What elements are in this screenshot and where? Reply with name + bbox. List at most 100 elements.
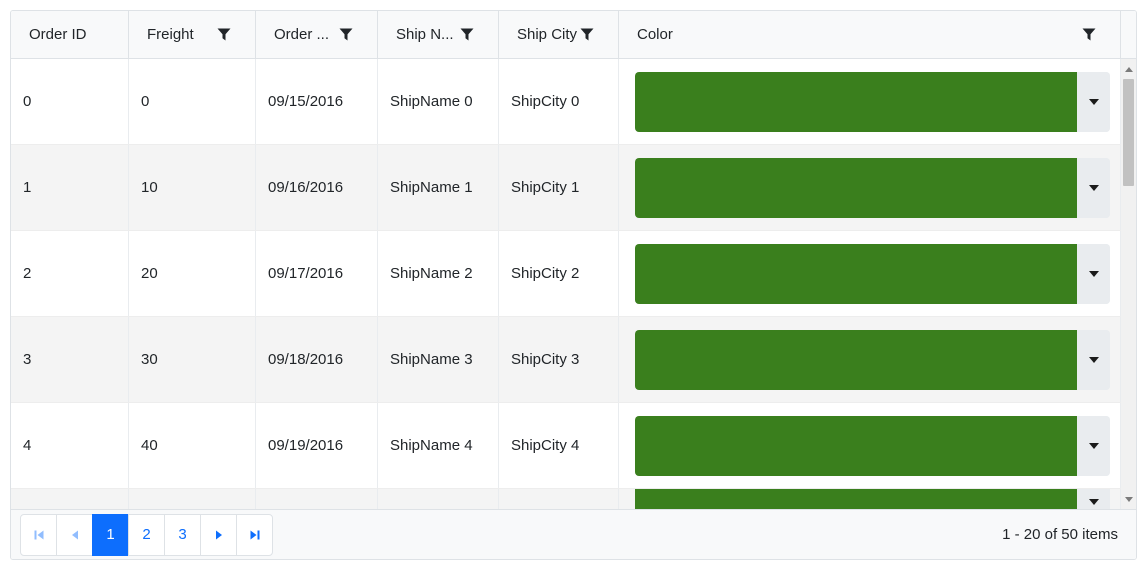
chevron-down-icon (1088, 98, 1099, 105)
table-row-partial (11, 489, 1121, 509)
column-header-ship-name[interactable]: Ship N... (378, 11, 499, 58)
pager: 1 2 3 1 - 20 of 50 items (11, 509, 1136, 559)
color-dropdown[interactable] (635, 243, 1110, 304)
cell-order-date: 09/15/2016 (256, 59, 378, 144)
triangle-up-icon (1124, 66, 1133, 72)
color-swatch (635, 71, 1077, 132)
cell-ship-city: ShipCity 4 (499, 403, 619, 488)
page-button-1[interactable]: 1 (92, 513, 129, 556)
cell-freight: 0 (129, 59, 256, 144)
color-swatch (635, 243, 1077, 304)
cell-color (619, 59, 1121, 144)
chevron-down-icon (1088, 184, 1099, 191)
cell-color (619, 403, 1121, 488)
column-title: Ship City (517, 26, 578, 43)
table-row: 0 0 09/15/2016 ShipName 0 ShipCity 0 (11, 59, 1121, 145)
cell-freight: 40 (129, 403, 256, 488)
column-title: Ship N... (396, 26, 454, 43)
dropdown-button[interactable] (1077, 415, 1110, 476)
last-page-button[interactable] (236, 513, 273, 556)
cell-ship-city: ShipCity 0 (499, 59, 619, 144)
cell-freight: 20 (129, 231, 256, 316)
dropdown-button[interactable] (1077, 329, 1110, 390)
table-row: 4 40 09/19/2016 ShipName 4 ShipCity 4 (11, 403, 1121, 489)
table-row: 1 10 09/16/2016 ShipName 1 ShipCity 1 (11, 145, 1121, 231)
cell-order-id: 3 (11, 317, 129, 402)
cell-color (619, 231, 1121, 316)
filter-icon[interactable] (580, 28, 594, 41)
next-page-button[interactable] (200, 513, 237, 556)
pager-buttons: 1 2 3 (20, 513, 273, 556)
column-title: Order ID (29, 26, 87, 43)
next-icon (215, 530, 222, 539)
header-scrollbar-filler (1121, 11, 1136, 58)
column-header-color[interactable]: Color (619, 11, 1121, 58)
column-header-ship-city[interactable]: Ship City (499, 11, 619, 58)
cell-freight (129, 489, 256, 509)
cell-order-date: 09/16/2016 (256, 145, 378, 230)
cell-freight: 10 (129, 145, 256, 230)
column-title: Order ... (274, 26, 330, 43)
color-swatch (635, 489, 1077, 509)
filter-icon[interactable] (217, 28, 231, 41)
column-header-order-id[interactable]: Order ID (11, 11, 129, 58)
cell-ship-city (499, 489, 619, 509)
column-header-freight[interactable]: Freight (129, 11, 256, 58)
page-button-2[interactable]: 2 (128, 513, 165, 556)
grid-header: Order ID Freight Order ... Ship N... (11, 11, 1136, 59)
color-dropdown[interactable] (635, 489, 1110, 509)
dropdown-button[interactable] (1077, 489, 1110, 509)
vertical-scrollbar[interactable] (1121, 59, 1136, 509)
color-swatch (635, 157, 1077, 218)
table-row: 3 30 09/18/2016 ShipName 3 ShipCity 3 (11, 317, 1121, 403)
color-swatch (635, 415, 1077, 476)
color-dropdown[interactable] (635, 329, 1110, 390)
filter-icon[interactable] (339, 28, 353, 41)
cell-freight: 30 (129, 317, 256, 402)
color-dropdown[interactable] (635, 157, 1110, 218)
cell-order-date: 09/18/2016 (256, 317, 378, 402)
dropdown-button[interactable] (1077, 71, 1110, 132)
cell-ship-name: ShipName 0 (378, 59, 499, 144)
filter-icon[interactable] (460, 28, 474, 41)
chevron-down-icon (1088, 442, 1099, 449)
cell-color (619, 317, 1121, 402)
cell-ship-name (378, 489, 499, 509)
cell-order-date: 09/19/2016 (256, 403, 378, 488)
triangle-down-icon (1124, 496, 1133, 502)
chevron-down-icon (1088, 270, 1099, 277)
column-title: Freight (147, 26, 194, 43)
color-dropdown[interactable] (635, 415, 1110, 476)
table-row: 2 20 09/17/2016 ShipName 2 ShipCity 2 (11, 231, 1121, 317)
color-swatch (635, 329, 1077, 390)
filter-icon[interactable] (1082, 28, 1096, 41)
dropdown-button[interactable] (1077, 157, 1110, 218)
cell-ship-city: ShipCity 1 (499, 145, 619, 230)
go-to-first-icon (34, 530, 43, 539)
cell-order-date (256, 489, 378, 509)
cell-ship-name: ShipName 1 (378, 145, 499, 230)
cell-color (619, 145, 1121, 230)
cell-ship-name: ShipName 3 (378, 317, 499, 402)
chevron-down-icon (1088, 356, 1099, 363)
data-grid: Order ID Freight Order ... Ship N... (10, 10, 1137, 560)
cell-ship-city: ShipCity 2 (499, 231, 619, 316)
cell-color (619, 489, 1121, 509)
cell-ship-city: ShipCity 3 (499, 317, 619, 402)
cell-order-id: 1 (11, 145, 129, 230)
cell-order-date: 09/17/2016 (256, 231, 378, 316)
pager-info: 1 - 20 of 50 items (1002, 526, 1118, 543)
scroll-up-arrow[interactable] (1121, 61, 1136, 77)
scroll-down-arrow[interactable] (1121, 491, 1136, 507)
dropdown-button[interactable] (1077, 243, 1110, 304)
scrollbar-thumb[interactable] (1123, 79, 1134, 186)
first-page-button[interactable] (20, 513, 57, 556)
grid-body: 0 0 09/15/2016 ShipName 0 ShipCity 0 1 1… (11, 59, 1136, 509)
cell-order-id (11, 489, 129, 509)
column-header-order-date[interactable]: Order ... (256, 11, 378, 58)
color-dropdown[interactable] (635, 71, 1110, 132)
page-button-3[interactable]: 3 (164, 513, 201, 556)
previous-page-button[interactable] (56, 513, 93, 556)
column-title: Color (637, 26, 673, 43)
